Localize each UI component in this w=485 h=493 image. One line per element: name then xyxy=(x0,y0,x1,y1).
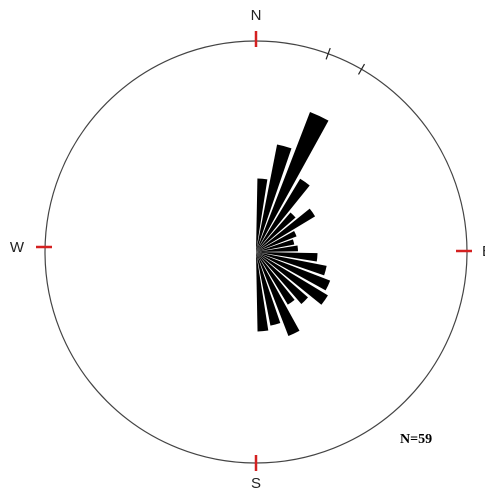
rose-petal-10-20 xyxy=(256,144,292,252)
rose-petal-150-160 xyxy=(256,252,300,336)
south-label: S xyxy=(251,475,261,492)
rose-petal-90-100 xyxy=(256,252,318,262)
rose-petal-140-150 xyxy=(256,252,295,305)
rose-petal-120-130 xyxy=(256,252,328,305)
east-label: E xyxy=(482,243,485,260)
rose-petal-20-30 xyxy=(256,112,329,252)
rose-petal-60-70 xyxy=(256,230,297,252)
rose-petal-70-80 xyxy=(256,239,295,252)
max-bin-tick xyxy=(325,47,331,60)
rose-petal-40-50 xyxy=(256,212,296,252)
rose-petal-0-10 xyxy=(256,178,268,252)
rose-petal-50-60 xyxy=(256,208,316,252)
rose-petal-110-120 xyxy=(256,252,331,291)
sample-count-label: N=59 xyxy=(400,432,432,447)
west-label: W xyxy=(10,239,25,256)
rose-petal-130-140 xyxy=(256,252,308,304)
rose-petal-80-90 xyxy=(256,245,298,252)
rose-petal-170-180 xyxy=(256,252,269,332)
rose-petal-100-110 xyxy=(256,252,327,276)
rose-petal-30-40 xyxy=(256,178,310,252)
north-label: N xyxy=(251,7,262,24)
cardinal-tick-group xyxy=(36,31,472,471)
petal-group xyxy=(256,112,331,336)
max-bin-tick xyxy=(357,63,366,75)
rose-petal-160-170 xyxy=(256,252,281,326)
